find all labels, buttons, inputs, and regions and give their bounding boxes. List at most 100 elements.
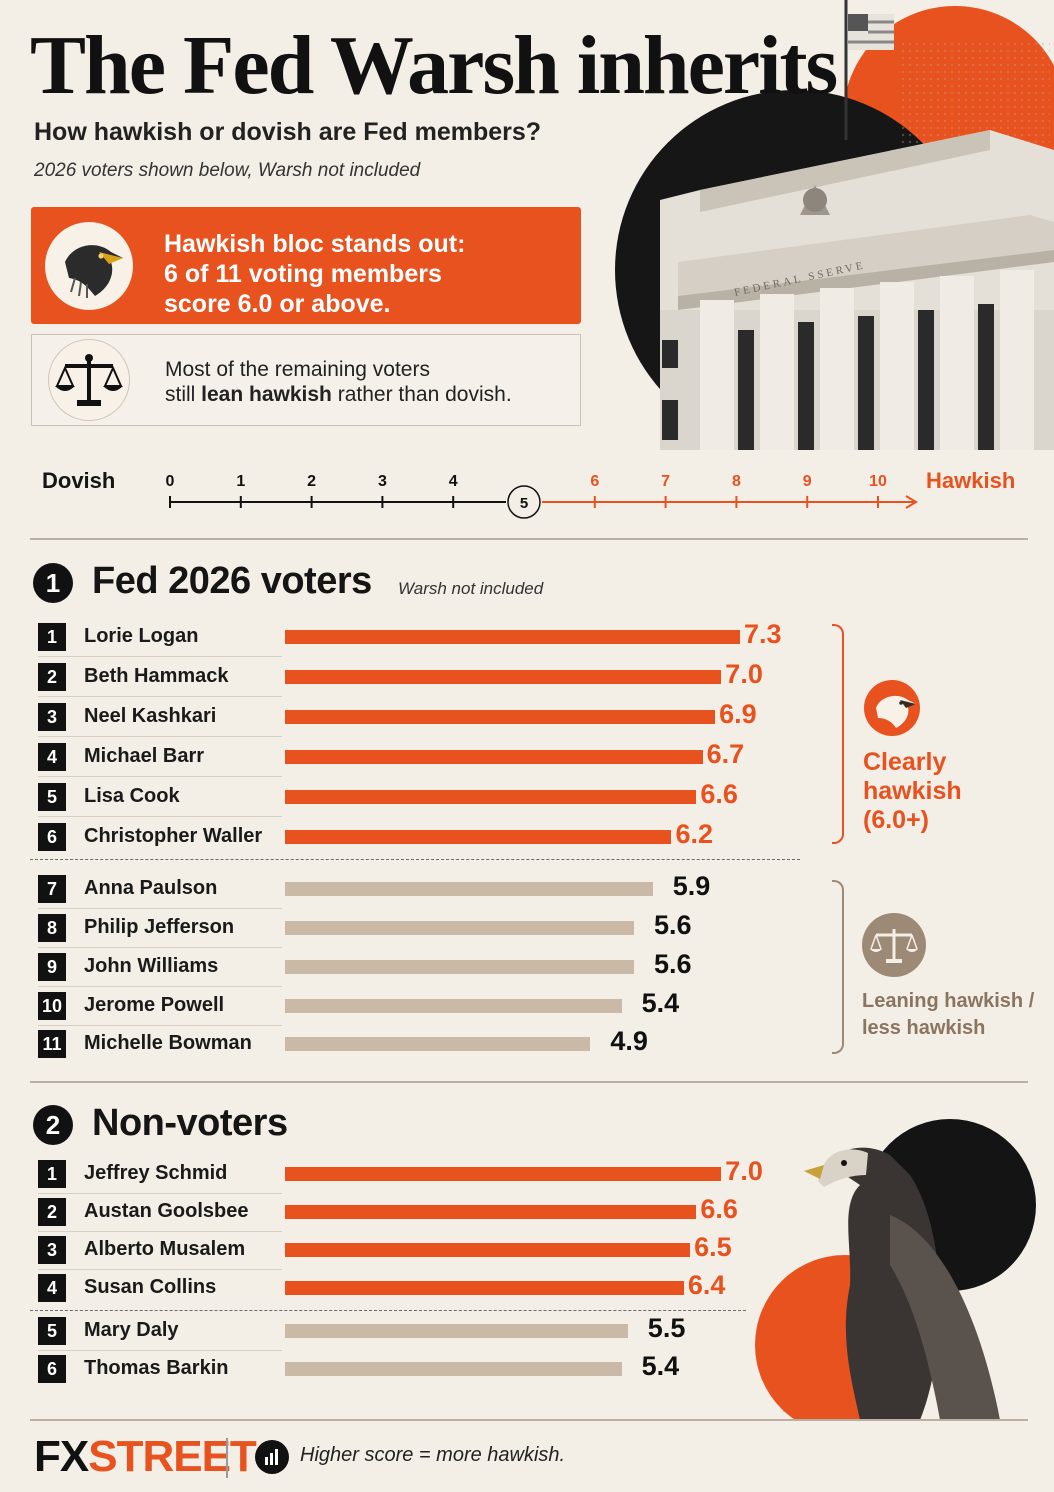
member-name: Neel Kashkari: [84, 705, 217, 727]
eagle-illustration: [755, 1119, 1036, 1420]
score-label: 6.7: [706, 739, 745, 769]
callout-secondary-bold: lean hawkish: [201, 383, 332, 406]
score-bar: [285, 1324, 628, 1338]
score-bar: [285, 1205, 697, 1219]
score-label: 6.9: [719, 699, 757, 729]
rank-badge: 7: [38, 875, 66, 903]
rank-badge: 2: [38, 1198, 66, 1226]
member-name: Anna Paulson: [84, 877, 218, 899]
member-name: Lorie Logan: [84, 625, 199, 647]
member-name: Beth Hammack: [84, 665, 229, 687]
member-name: John Williams: [84, 955, 219, 977]
section-1-title: Fed 2026 voters: [92, 560, 372, 602]
footer-note: Higher score = more hawkish.: [300, 1444, 566, 1466]
row-separator: [38, 1350, 282, 1351]
score-label: 6.4: [687, 1270, 726, 1300]
score-label: 5.6: [654, 949, 692, 979]
leaning-group-label: Leaning hawkish / less hawkish: [862, 988, 1034, 1042]
scale-tick-label: 9: [803, 473, 812, 490]
member-name: Michael Barr: [84, 745, 205, 767]
bar-chart-icon: [255, 1440, 289, 1474]
score-bar: [285, 750, 703, 764]
score-bar: [285, 1281, 684, 1295]
rank-badge: 6: [38, 1355, 66, 1383]
score-label: 4.9: [610, 1026, 648, 1056]
divider: [30, 1419, 1028, 1421]
rank-badge: 9: [38, 953, 66, 981]
scale-tick-label: 6: [590, 473, 599, 490]
score-label: 6.6: [700, 1194, 738, 1224]
leaning-label-line-1: Leaning hawkish /: [862, 990, 1035, 1012]
rank-badge: 11: [38, 1030, 66, 1058]
callout-line-2: 6 of 11 voting members: [164, 260, 442, 288]
header-note: 2026 voters shown below, Warsh not inclu…: [34, 160, 421, 181]
section-2-title: Non-voters: [92, 1102, 288, 1144]
logo-street: STREET: [88, 1432, 257, 1481]
scale-tick-label: 7: [661, 473, 670, 490]
scale-tick-label: 3: [378, 473, 387, 490]
score-bar: [285, 830, 672, 844]
fxstreet-logo: FXSTREET: [34, 1432, 257, 1482]
member-name: Christopher Waller: [84, 825, 263, 847]
callout-line-3: score 6.0 or above.: [164, 290, 391, 318]
row-separator: [38, 816, 282, 817]
score-bar: [285, 921, 635, 935]
rank-badge: 5: [38, 1317, 66, 1345]
score-label: 5.6: [654, 910, 692, 940]
member-name: Jerome Powell: [84, 994, 225, 1016]
score-bar: [285, 999, 622, 1013]
rank-badge: 1: [38, 1160, 66, 1188]
scale-hawkish-label: Hawkish: [926, 468, 1016, 493]
score-bar: [285, 1243, 691, 1257]
scales-icon: [48, 339, 130, 421]
row-separator: [38, 1025, 282, 1026]
remaining-voters-callout: Most of the remaining voters still lean …: [31, 334, 581, 426]
rank-badge: 6: [38, 823, 66, 851]
score-bar: [285, 790, 697, 804]
section-2-number: 2: [33, 1105, 73, 1145]
divider: [30, 1081, 1028, 1083]
building-shape: [660, 130, 1054, 450]
scale-arrow-icon: [905, 495, 918, 509]
hawkish-group-bracket: [832, 624, 844, 844]
score-label: 7.0: [725, 659, 763, 689]
footer-divider: [226, 1438, 228, 1478]
rank-badge: 10: [38, 992, 66, 1020]
scale-midpoint-marker: [507, 485, 541, 519]
callout-line-1: Hawkish bloc stands out:: [164, 230, 466, 258]
score-bar: [285, 1167, 722, 1181]
score-label: 6.6: [700, 779, 738, 809]
score-label: 5.4: [641, 988, 680, 1018]
scales-badge-icon: [862, 913, 926, 977]
score-bar: [285, 882, 653, 896]
flag-icon: [848, 14, 894, 50]
section-1-note: Warsh not included: [398, 579, 544, 598]
divider: [30, 538, 1028, 540]
page-title: The Fed Warsh inherits: [30, 19, 838, 112]
scale-tick-label: 8: [732, 473, 741, 490]
score-bar: [285, 960, 635, 974]
eagle-icon: [45, 222, 133, 310]
section-1-number: 1: [33, 563, 73, 603]
rank-badge: 3: [38, 1236, 66, 1264]
logo-fx: FX: [34, 1432, 89, 1481]
score-label: 5.9: [672, 871, 711, 901]
hawkish-label-line-2: hawkish: [863, 777, 962, 805]
score-bar: [285, 1362, 622, 1376]
member-name: Austan Goolsbee: [84, 1200, 249, 1222]
federal-reserve-building-illustration: FEDERAL SSERVE: [615, 0, 1054, 450]
score-bar: [285, 630, 740, 644]
score-bar: [285, 670, 722, 684]
page-subtitle: How hawkish or dovish are Fed members?: [34, 118, 542, 146]
row-separator: [38, 986, 282, 987]
member-name: Alberto Musalem: [84, 1238, 246, 1260]
rank-badge: 4: [38, 1274, 66, 1302]
leaning-group-bracket: [832, 880, 844, 1054]
hawkish-label-line-1: Clearly: [863, 748, 947, 776]
rank-badge: 1: [38, 623, 66, 651]
member-name: Susan Collins: [84, 1276, 217, 1298]
scale-tick-label: 1: [236, 473, 245, 490]
rank-badge: 4: [38, 743, 66, 771]
row-separator: [38, 1269, 282, 1270]
callout-secondary-post: rather than dovish.: [331, 383, 512, 406]
